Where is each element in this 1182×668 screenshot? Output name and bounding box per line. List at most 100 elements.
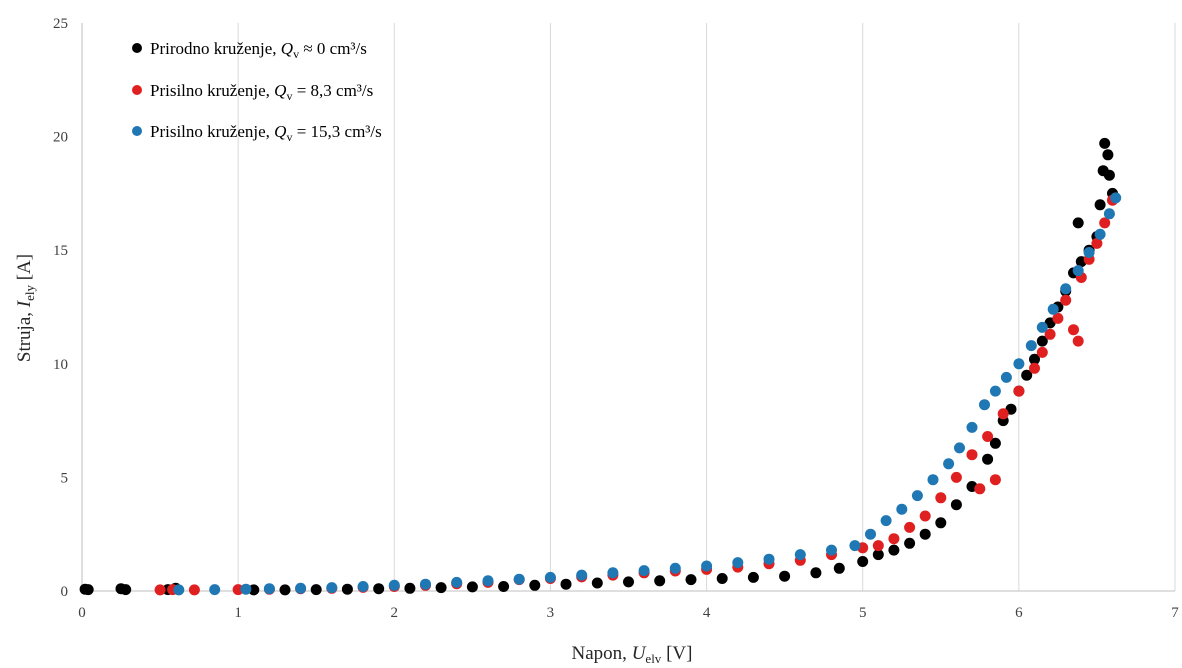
data-point <box>919 528 931 540</box>
data-point <box>732 557 744 569</box>
data-point <box>927 474 939 486</box>
data-point <box>482 575 494 587</box>
x-tick-label: 7 <box>1171 605 1179 621</box>
data-point <box>173 584 185 596</box>
data-point <box>950 471 962 483</box>
data-point <box>826 544 837 556</box>
data-point <box>1021 369 1033 381</box>
x-tick-label: 4 <box>703 605 711 621</box>
data-point <box>607 567 619 579</box>
data-point <box>120 584 132 596</box>
data-point <box>1099 217 1111 229</box>
data-point <box>388 579 400 591</box>
data-point <box>904 537 916 549</box>
y-tick-label: 15 <box>53 243 68 259</box>
x-tick-label: 6 <box>1015 605 1023 621</box>
data-point <box>209 584 221 596</box>
y-tick-label: 20 <box>53 130 68 146</box>
data-point <box>857 556 869 567</box>
data-point <box>82 584 94 596</box>
data-point <box>638 565 650 577</box>
y-tick-labels: 0 5 10 15 20 25 <box>53 16 68 600</box>
data-point <box>763 553 775 565</box>
data-point <box>404 582 416 594</box>
legend-label-series-2: Prisilno kruženje, Qv = 8,3 cm³/s <box>150 81 373 103</box>
data-point <box>872 540 884 552</box>
data-point <box>544 571 556 583</box>
data-point <box>865 528 876 540</box>
data-point <box>591 577 603 589</box>
data-point <box>420 578 431 590</box>
data-point <box>1036 335 1048 347</box>
data-point <box>1094 228 1106 240</box>
data-point <box>966 449 978 461</box>
data-point <box>833 562 845 574</box>
data-point <box>1091 237 1103 249</box>
data-point <box>576 569 588 581</box>
data-point <box>466 581 478 593</box>
data-point <box>779 570 791 582</box>
axes <box>81 23 1175 592</box>
data-point <box>880 515 892 527</box>
data-point <box>1110 192 1122 204</box>
x-tick-label: 1 <box>234 605 242 621</box>
y-axis-title: Struja, Iely [A] <box>14 254 37 362</box>
data-point <box>888 533 900 545</box>
data-point <box>1060 294 1072 306</box>
data-point <box>896 503 908 515</box>
data-point <box>1103 169 1115 181</box>
legend-item-series-3: Prisilno kruženje, Qv = 15,3 cm³/s <box>132 122 382 144</box>
data-point <box>623 576 634 588</box>
gridlines <box>237 23 1176 591</box>
data-point <box>1000 371 1012 383</box>
data-point <box>188 584 200 596</box>
data-point <box>1044 328 1056 340</box>
data-point <box>295 582 307 594</box>
data-point <box>1052 312 1064 324</box>
data-point <box>919 510 931 522</box>
x-tick-labels: 0 1 2 3 4 5 6 7 <box>78 605 1179 621</box>
data-point <box>904 521 916 533</box>
data-point <box>1060 283 1072 295</box>
data-point <box>1036 321 1048 333</box>
data-point <box>1072 265 1084 277</box>
data-point <box>435 582 447 594</box>
data-point <box>954 442 965 454</box>
data-point <box>326 582 338 594</box>
data-point <box>989 474 1001 486</box>
data-point <box>310 584 322 596</box>
data-point <box>872 549 884 561</box>
legend-item-series-1: Prirodno kruženje, Qv ≈ 0 cm³/s <box>132 39 367 61</box>
data-point <box>997 408 1009 420</box>
data-point <box>1103 208 1115 220</box>
data-point <box>935 517 947 529</box>
data-point <box>263 583 275 595</box>
data-point <box>716 573 728 584</box>
data-point <box>911 490 923 502</box>
data-point <box>529 579 541 591</box>
x-tick-label: 3 <box>547 605 555 621</box>
data-point <box>154 584 166 596</box>
series-3 <box>173 192 1122 596</box>
data-point <box>989 437 1001 449</box>
data-point <box>240 583 252 595</box>
data-point <box>888 544 900 556</box>
data-point <box>1029 353 1040 365</box>
data-point <box>498 581 510 592</box>
data-point <box>974 483 986 495</box>
legend-marker-series-3 <box>132 126 142 136</box>
data-point <box>560 578 572 590</box>
y-tick-label: 0 <box>61 584 69 600</box>
data-point <box>232 584 244 596</box>
data-point <box>1047 303 1059 315</box>
x-tick-label: 5 <box>859 605 867 621</box>
data-point <box>513 573 525 585</box>
data-point <box>966 421 978 433</box>
data-point <box>1036 346 1048 358</box>
legend-marker-series-2 <box>132 85 142 95</box>
data-point <box>849 540 861 552</box>
data-point <box>685 574 697 586</box>
data-point <box>810 567 822 579</box>
data-point <box>982 453 994 465</box>
